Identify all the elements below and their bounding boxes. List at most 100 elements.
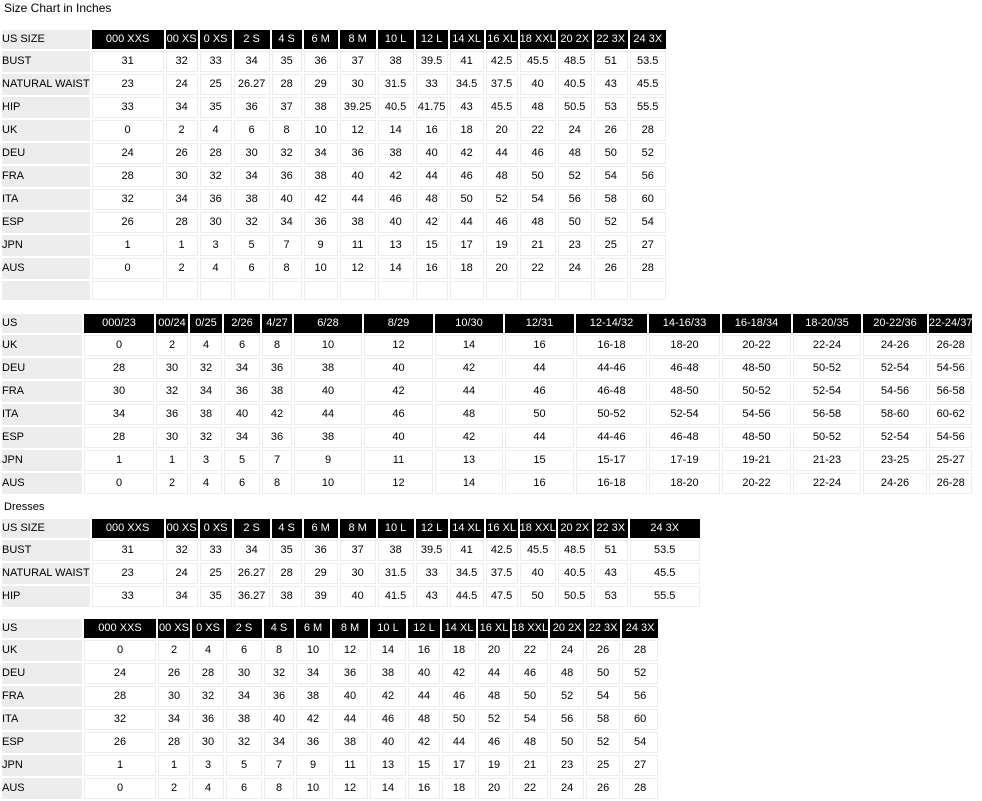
column-header: 00 XS	[158, 619, 190, 638]
cell: 40	[339, 166, 376, 187]
cell: 34	[224, 427, 260, 448]
table-row: AUS 0 2 4 6 8 10 12 14 16 18 20 22 24 26 28	[2, 778, 659, 799]
table-row: ESP 26 28 30 32 34 36 38 40 42 44 46 48 50 52 54	[2, 732, 659, 753]
cell: 52	[586, 732, 621, 753]
row-label: ESP	[2, 427, 82, 448]
cell: 44	[332, 709, 368, 730]
cell: 40	[332, 686, 368, 707]
cell: 28	[165, 212, 198, 233]
cell: 48-50	[722, 427, 791, 448]
cell: 24	[557, 120, 592, 141]
cell: 29	[303, 74, 338, 95]
column-header: 0 XS	[199, 519, 232, 538]
cell: 35	[271, 51, 302, 72]
cell: 30	[192, 732, 224, 753]
cell: 15	[408, 755, 440, 776]
cell: 42.5	[485, 540, 518, 561]
cell: 26-28	[929, 473, 973, 494]
cell: 50	[449, 189, 484, 210]
header-row: US 000/23 00/24 0/25 2/26 4/27 6/28 8/29 10/30 12…	[2, 314, 973, 333]
cell: 3	[192, 755, 224, 776]
cell: 4	[190, 473, 222, 494]
cell: 37	[271, 97, 302, 118]
cell: 50	[505, 404, 574, 425]
column-header: 14-16/33	[649, 314, 720, 333]
cell: 37	[339, 51, 376, 72]
column-header: 8/29	[364, 314, 433, 333]
cell: 32	[156, 381, 188, 402]
cell: 34	[165, 586, 198, 607]
cell: 27	[629, 235, 666, 256]
cell: 1	[156, 450, 188, 471]
cell: 42	[435, 358, 503, 379]
cell: 46-48	[576, 381, 647, 402]
column-header: 20-22/36	[863, 314, 927, 333]
row-label: UK	[2, 335, 82, 356]
cell: 5	[224, 450, 260, 471]
cell: 55.5	[629, 586, 700, 607]
cell: 58-60	[863, 404, 927, 425]
cell: 14	[370, 640, 406, 661]
cell: 44.5	[449, 586, 484, 607]
column-header: 16-18/34	[722, 314, 791, 333]
cell: 48	[408, 709, 440, 730]
column-header: 2 S	[233, 30, 270, 49]
cell: 56	[622, 686, 659, 707]
cell: 34	[165, 97, 198, 118]
cell: 0	[84, 778, 156, 799]
column-header: 16 XL	[478, 619, 510, 638]
cell: 45.5	[485, 97, 518, 118]
cell: 30	[199, 212, 232, 233]
cell: 16	[408, 640, 440, 661]
cell: 46	[370, 709, 406, 730]
cell: 22-24	[793, 335, 861, 356]
cell: 1	[84, 450, 154, 471]
cell: 48-50	[722, 358, 791, 379]
column-header: 10/30	[435, 314, 503, 333]
cell: 28	[629, 120, 666, 141]
cell: 44	[505, 427, 574, 448]
cell: 52-54	[649, 404, 720, 425]
cell: 40.5	[557, 74, 592, 95]
column-header: 000/23	[84, 314, 154, 333]
cell: 4	[192, 778, 224, 799]
cell: 38	[190, 404, 222, 425]
cell: 30	[84, 381, 154, 402]
cell: 16	[505, 473, 574, 494]
cell: 3	[190, 450, 222, 471]
cell: 38	[339, 212, 376, 233]
cell: 25	[593, 235, 628, 256]
cell: 11	[339, 235, 376, 256]
cell: 52-54	[793, 381, 861, 402]
page-title: Size Chart in Inches	[4, 1, 112, 15]
cell: 9	[303, 235, 338, 256]
cell: 25	[586, 755, 621, 776]
cell: 10	[294, 473, 362, 494]
column-header: 10 L	[377, 30, 414, 49]
column-header: 20 2X	[550, 619, 585, 638]
cell: 50.5	[557, 97, 592, 118]
cell: 42	[442, 663, 476, 684]
cell: 24-26	[863, 473, 927, 494]
cell: 44	[435, 381, 503, 402]
cell: 10	[303, 258, 338, 279]
column-header: 12 L	[408, 619, 440, 638]
cell: 9	[296, 755, 330, 776]
cell: 35	[199, 97, 232, 118]
table-header-label: US	[2, 619, 82, 638]
cell: 40	[339, 586, 376, 607]
table-row: ESP 26 28 30 32 34 36 38 40 42 44 46 48 50 52 54	[2, 212, 666, 233]
cell: 58	[593, 189, 628, 210]
cell: 54	[512, 709, 549, 730]
cell: 2	[158, 640, 190, 661]
table-row: ESP 28 30 32 34 36 38 40 42 44 44-46 46-48 48-50 50-5…	[2, 427, 973, 448]
table-row: ITA 32 34 36 38 40 42 44 46 48 50 52 54 56 58 60	[2, 709, 659, 730]
cell: 0	[91, 120, 164, 141]
size-conversion-table-main: US 000/23 00/24 0/25 2/26 4/27 6/28 8/29 10/30 12…	[0, 312, 974, 496]
cell: 40	[224, 404, 260, 425]
table-row: DEU 24 26 28 30 32 34 36 38 40 42 44 46 48 50 52	[2, 663, 659, 684]
column-header: 6 M	[296, 619, 330, 638]
cell: 41.5	[377, 586, 414, 607]
cell: 52	[593, 212, 628, 233]
